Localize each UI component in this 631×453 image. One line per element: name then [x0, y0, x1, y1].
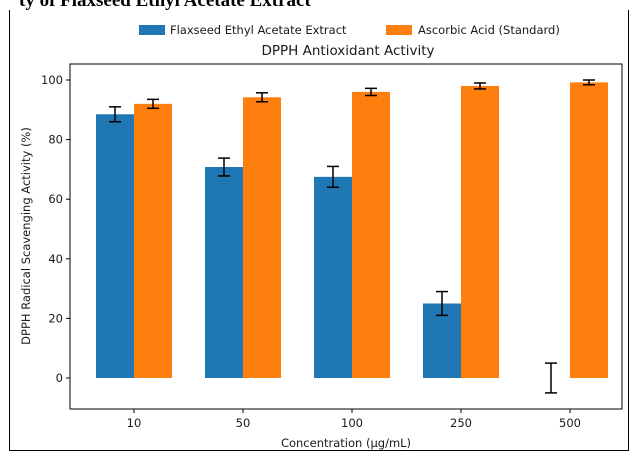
error-bar-series1-500 — [545, 362, 557, 394]
error-bar-series2-500 — [583, 79, 595, 86]
error-bar-series1-250 — [436, 290, 448, 317]
figure-frame — [9, 10, 629, 451]
y-axis-label: DPPH Radical Scavenging Activity (%) — [19, 127, 33, 345]
error-bar-series1-50 — [218, 157, 230, 177]
bar-series1-50 — [205, 167, 243, 378]
legend-swatch-1 — [139, 25, 165, 35]
error-bars — [109, 79, 595, 394]
error-bar-series2-100 — [365, 87, 377, 97]
x-tick-label-0: 10 — [127, 416, 142, 430]
x-axis-label: Concentration (µg/mL) — [281, 436, 411, 450]
x-tick-label-4: 500 — [559, 416, 581, 430]
x-tick-label-2: 100 — [341, 416, 363, 430]
x-axis: 10 50 100 250 500 — [127, 409, 581, 430]
error-bar-series2-50 — [256, 92, 268, 103]
bar-series1-100 — [314, 176, 352, 378]
y-tick-label-3: 60 — [48, 192, 63, 206]
bar-series1-10 — [96, 114, 134, 379]
y-tick-label-1: 20 — [48, 311, 63, 325]
y-tick-label-2: 40 — [48, 252, 63, 266]
x-tick-label-3: 250 — [450, 416, 472, 430]
document-header-text: ty of Flaxseed Ethyl Acetate Extract — [19, 0, 311, 11]
bar-series2-500 — [570, 82, 608, 378]
plot-area — [69, 63, 623, 410]
bar-series2-10 — [134, 103, 172, 378]
error-bar-series2-250 — [474, 82, 486, 90]
error-bar-series2-10 — [147, 98, 159, 110]
error-bar-series1-10 — [109, 106, 121, 123]
y-tick-label-0: 0 — [56, 371, 63, 385]
legend-label-2: Ascorbic Acid (Standard) — [418, 23, 560, 37]
chart-title: DPPH Antioxidant Activity — [261, 43, 434, 59]
error-bar-series1-100 — [327, 165, 339, 189]
bar-series2-250 — [461, 85, 499, 379]
legend-swatch-2 — [386, 25, 412, 35]
bar-series2-100 — [352, 91, 390, 379]
bar-series2-50 — [243, 97, 281, 378]
x-tick-label-1: 50 — [236, 416, 251, 430]
legend-label-1: Flaxseed Ethyl Acetate Extract — [170, 23, 347, 37]
bars — [96, 82, 608, 379]
y-axis: 0 20 40 60 80 100 — [41, 73, 70, 385]
document-header: ty of Flaxseed Ethyl Acetate Extract — [0, 0, 631, 11]
y-tick-label-4: 80 — [48, 133, 63, 147]
legend: Flaxseed Ethyl Acetate Extract Ascorbic A… — [139, 23, 560, 37]
y-tick-label-5: 100 — [41, 73, 63, 87]
